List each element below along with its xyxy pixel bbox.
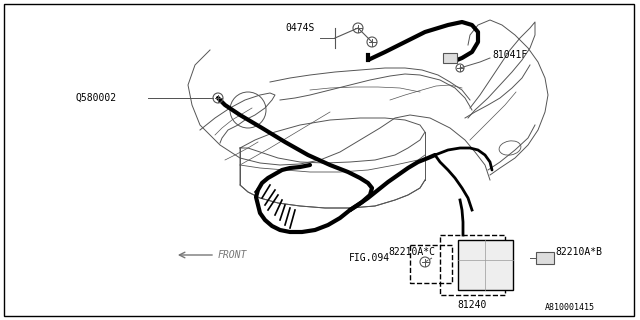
Text: FIG.094: FIG.094 [349,253,390,263]
Text: 82210A*C: 82210A*C [388,247,435,257]
Bar [536,252,554,264]
Text: 82210A*B: 82210A*B [555,247,602,257]
Bar [440,235,505,295]
Text: 81240: 81240 [458,300,486,310]
Text: A810001415: A810001415 [545,303,595,312]
Text: FRONT: FRONT [218,250,248,260]
Bar [410,245,452,283]
Bar [458,240,513,290]
Text: 81041F: 81041F [492,50,527,60]
Bar [443,53,457,63]
Text: Q580002: Q580002 [75,93,116,103]
Text: 0474S: 0474S [285,23,315,33]
